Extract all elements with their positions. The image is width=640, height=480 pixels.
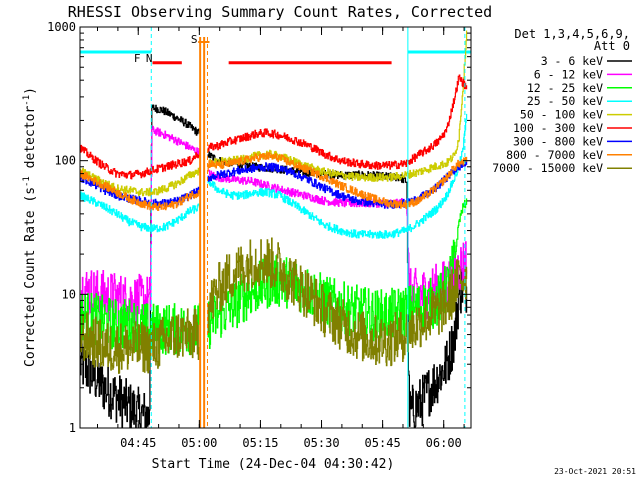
render-timestamp: 23-Oct-2021 20:51 (554, 467, 636, 476)
series-line (207, 113, 468, 239)
time-markers (150, 27, 466, 428)
legend-item-label: 3 - 6 keV (541, 54, 603, 68)
saa-label: S (191, 33, 198, 46)
legend-item-label: 6 - 12 keV (534, 67, 603, 81)
x-tick-label: 05:45 (365, 436, 401, 450)
flare-label: F (134, 52, 141, 65)
y-axis-label: Corrected Count Rate (s-1 detector-1) (22, 87, 38, 367)
legend-item-label: 300 - 800 keV (513, 134, 603, 148)
legend-header-line-2: Att 0 (594, 39, 630, 53)
series-line (207, 74, 468, 170)
series-line (207, 159, 468, 209)
x-tick-label: 05:15 (242, 436, 278, 450)
series-line (80, 191, 201, 233)
chart-title: RHESSI Observing Summary Count Rates, Co… (68, 3, 492, 21)
series-line (207, 152, 468, 209)
legend-item-label: 100 - 300 keV (513, 121, 603, 135)
series-line (80, 104, 201, 428)
legend-header-line-1: Det 1,3,4,5,6,9, (514, 27, 630, 41)
legend-item-label: 7000 - 15000 keV (492, 161, 603, 175)
series-line (80, 308, 201, 374)
x-tick-label: 05:30 (303, 436, 339, 450)
y-axis-label-part: ) (23, 87, 38, 95)
y-tick-label: 1000 (47, 20, 76, 34)
night-label: N (146, 52, 153, 65)
y-tick-label: 100 (54, 154, 76, 168)
plot-frame (79, 26, 472, 429)
series-lines (80, 30, 468, 428)
legend-item-label: 800 - 7000 keV (506, 148, 603, 162)
series-line (80, 170, 201, 211)
series-line (80, 144, 201, 180)
y-tick-label: 10 (62, 287, 76, 301)
x-axis: 04:45 05:00 05:15 05:30 05:45 06:00 (97, 27, 465, 450)
series-line (207, 237, 468, 367)
x-tick-label: 06:00 (426, 436, 462, 450)
legend-item-label: 50 - 100 keV (520, 108, 603, 122)
legend-item-label: 12 - 25 keV (527, 81, 603, 95)
y-axis-label-part: Corrected Count Rate (s (23, 187, 38, 367)
y-axis-label-exponent: -1 (22, 95, 32, 106)
series-line (80, 125, 201, 327)
series-line (80, 166, 201, 197)
annotations: NF S (134, 33, 198, 65)
y-tick-label: 1 (69, 421, 76, 435)
y-axis: 1 10 100 1000 (47, 20, 471, 435)
y-axis-label-exponent: -1 (22, 176, 32, 187)
x-tick-label: 05:00 (181, 436, 217, 450)
flag-bars (80, 50, 471, 65)
x-axis-label: Start Time (24-Dec-04 04:30:42) (152, 457, 395, 472)
legend-item-label: 25 - 50 keV (527, 94, 603, 108)
x-tick-label: 04:45 (120, 436, 156, 450)
series-line (207, 167, 468, 320)
y-axis-label-part: detector (23, 106, 38, 177)
